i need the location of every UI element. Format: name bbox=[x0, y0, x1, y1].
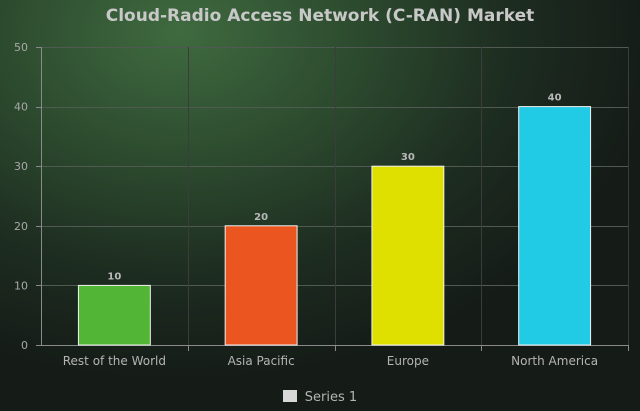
bar bbox=[371, 165, 445, 346]
y-tick-label: 0 bbox=[21, 339, 28, 352]
y-tick-label: 20 bbox=[14, 220, 28, 233]
chart-title: Cloud-Radio Access Network (C-RAN) Marke… bbox=[105, 6, 535, 26]
y-tick-label: 40 bbox=[14, 101, 28, 114]
legend-swatch bbox=[282, 390, 297, 402]
y-tick-label: 30 bbox=[14, 160, 28, 173]
data-label: 10 bbox=[107, 271, 121, 282]
x-tick-label: Asia Pacific bbox=[228, 354, 295, 368]
y-tick-label: 10 bbox=[14, 279, 28, 292]
bar bbox=[77, 284, 151, 346]
legend: Series 1 bbox=[0, 390, 640, 405]
x-tick-label: North America bbox=[511, 354, 598, 368]
x-tick-label: Europe bbox=[387, 354, 429, 368]
x-tick-label: Rest of the World bbox=[63, 354, 166, 368]
data-label: 40 bbox=[548, 93, 562, 104]
data-label: 30 bbox=[401, 152, 415, 163]
legend-label: Series 1 bbox=[304, 390, 358, 405]
bar bbox=[224, 225, 298, 346]
data-label: 20 bbox=[254, 212, 268, 223]
y-tick-label: 50 bbox=[14, 41, 28, 54]
bar bbox=[518, 106, 592, 346]
